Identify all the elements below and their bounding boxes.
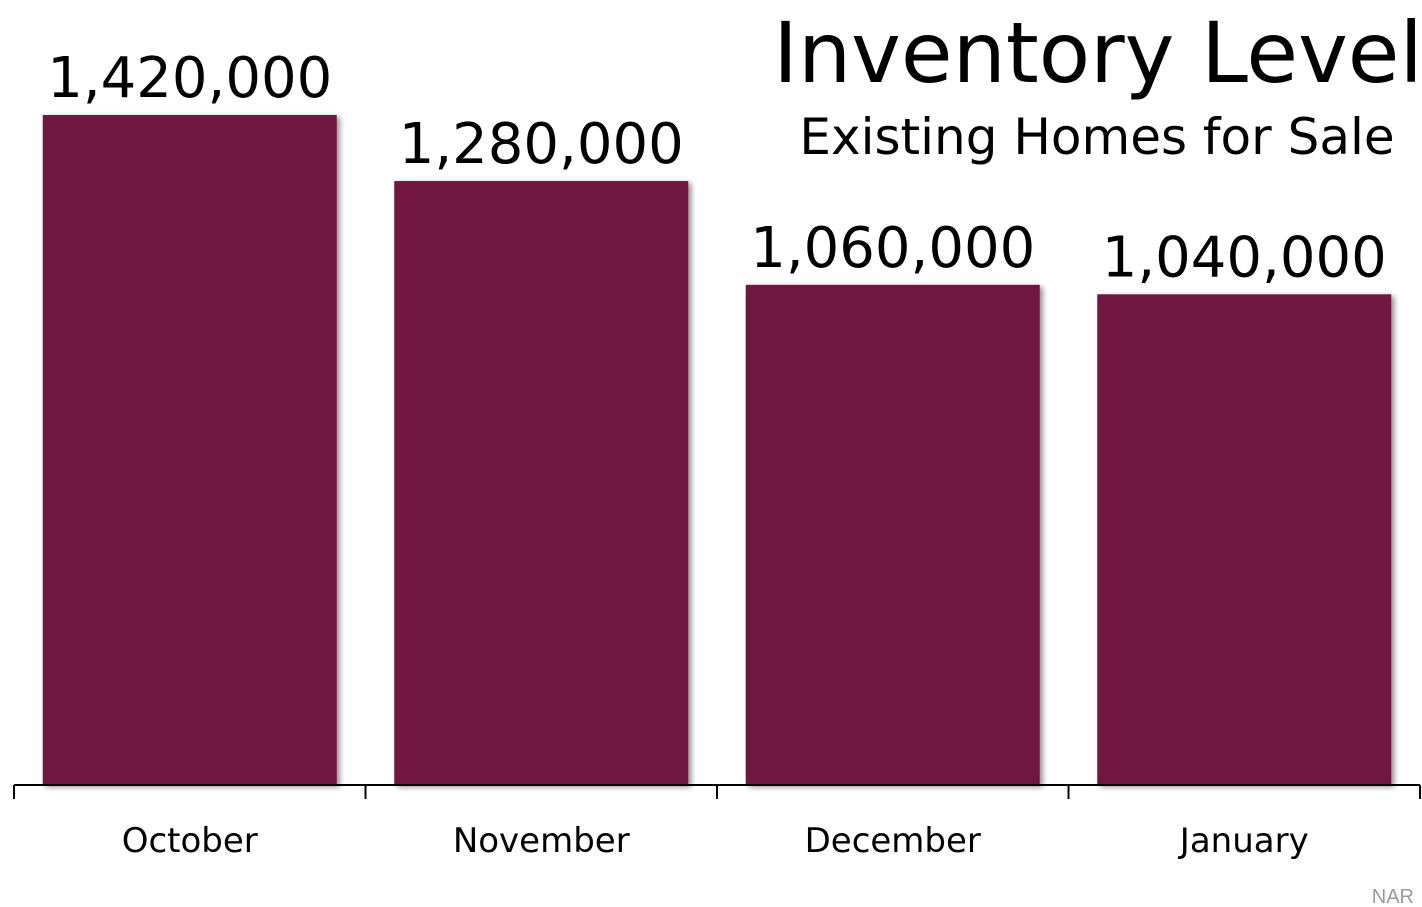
category-label-december: December <box>805 821 981 861</box>
value-label-december: 1,060,000 <box>750 216 1035 281</box>
value-labels-group: 1,420,000 1,280,000 1,060,000 1,040,000 <box>47 46 1387 290</box>
bar-november <box>394 181 689 785</box>
category-label-november: November <box>453 821 630 861</box>
x-axis <box>13 784 1421 799</box>
category-label-october: October <box>122 821 258 861</box>
bar-january <box>1097 294 1392 785</box>
bar-october <box>42 115 337 785</box>
bar-december <box>745 284 1040 785</box>
chart-title: Inventory Level <box>773 4 1422 102</box>
category-label-january: January <box>1178 821 1309 861</box>
value-label-november: 1,280,000 <box>399 112 684 177</box>
value-label-january: 1,040,000 <box>1102 225 1387 290</box>
chart-subtitle: Existing Homes for Sale <box>799 108 1394 166</box>
bars-group <box>42 115 1392 785</box>
source-note: NAR <box>1372 886 1414 907</box>
category-labels-group: October November December January <box>122 821 1309 861</box>
value-label-october: 1,420,000 <box>47 46 332 111</box>
